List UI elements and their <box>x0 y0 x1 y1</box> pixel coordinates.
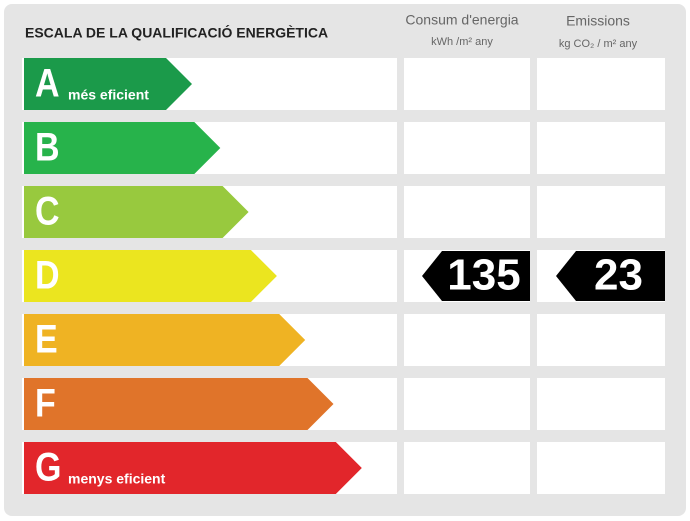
rating-arrow <box>556 251 665 301</box>
class-letter: G <box>35 444 61 489</box>
value-box <box>404 378 530 430</box>
value-box <box>404 442 530 494</box>
column-title: Emissions <box>566 13 630 29</box>
value-box <box>404 314 530 366</box>
class-letter: D <box>35 252 60 297</box>
value-box <box>404 186 530 238</box>
title: ESCALA DE LA QUALIFICACIÓ ENERGÈTICA <box>25 24 328 41</box>
class-arrow <box>24 314 306 366</box>
column-title: Consum d'energia <box>405 12 518 28</box>
value-box <box>537 442 665 494</box>
class-arrow <box>24 250 277 302</box>
value-box <box>537 186 665 238</box>
class-letter: C <box>35 188 60 233</box>
rating-arrow <box>422 251 530 301</box>
value-box <box>537 378 665 430</box>
value-box <box>537 314 665 366</box>
rating-value: 23 <box>594 251 643 300</box>
class-letter: E <box>35 316 58 361</box>
value-box <box>537 58 665 110</box>
column-unit: kg CO₂ / m² any <box>559 38 638 50</box>
class-arrow <box>24 58 192 110</box>
class-letter: A <box>35 60 60 105</box>
column-unit: kWh /m² any <box>431 36 493 48</box>
class-arrow <box>24 442 362 494</box>
class-arrow <box>24 186 249 238</box>
value-box <box>404 122 530 174</box>
class-arrow <box>24 122 221 174</box>
rating-value: 135 <box>447 251 520 300</box>
class-letter: F <box>35 380 56 425</box>
value-box <box>537 122 665 174</box>
class-arrow <box>24 378 334 430</box>
value-box <box>404 58 530 110</box>
class-label: més eficient <box>68 87 149 103</box>
class-label: menys eficient <box>68 471 166 487</box>
class-letter: B <box>35 124 60 169</box>
